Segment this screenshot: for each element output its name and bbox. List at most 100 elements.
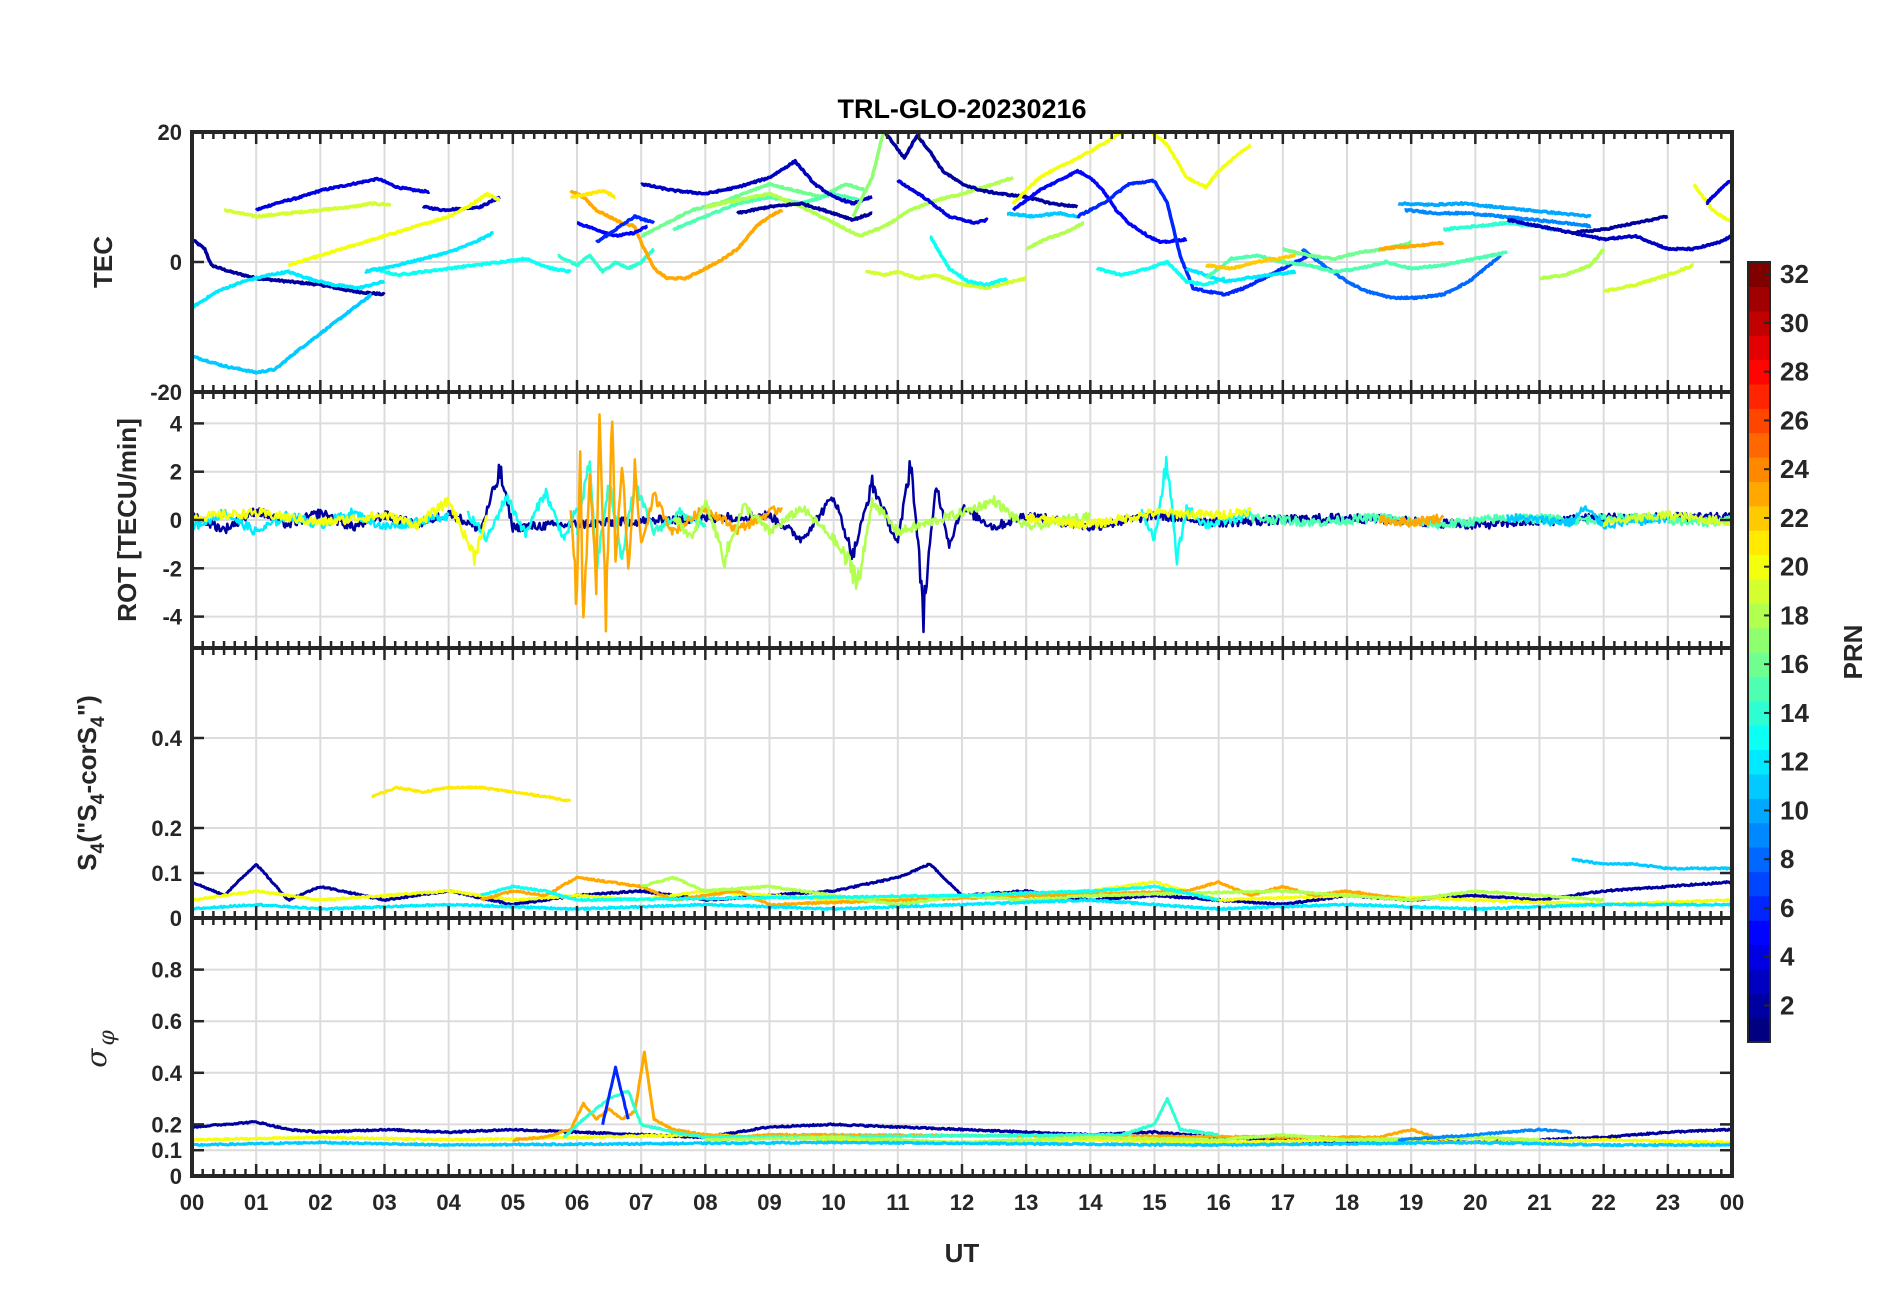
series-line-prn-23	[480, 875, 1445, 907]
colorbar-segment	[1748, 920, 1770, 946]
y-axis-label: TEC	[88, 236, 118, 288]
colorbar-segment	[1748, 578, 1770, 604]
series-line-prn-23	[1378, 513, 1445, 528]
series-line-prn-21	[569, 189, 617, 199]
x-tick-labels: 00 01 02 03 04 05 06 07 08 09 10 11 12 13 14 15 16 17 18 19…	[180, 1190, 1744, 1215]
x-tick-label: 22	[1591, 1190, 1615, 1215]
series-line-prn-22	[1204, 253, 1297, 271]
panel-rot: 4 2 0 -2 -4 ROT [TECU/min]	[112, 390, 1734, 650]
colorbar-segment	[1748, 822, 1770, 848]
series-line-prn-20	[1692, 183, 1732, 225]
series-line-prn-5	[576, 221, 649, 238]
y-tick-label: -20	[150, 380, 182, 405]
colorbar-tick-label: 14	[1780, 698, 1809, 728]
y-tick-label: 0	[170, 1164, 182, 1189]
colorbar-segment	[1748, 457, 1770, 482]
series-line-prn-11	[1506, 505, 1669, 530]
series-line-prn-11	[1006, 211, 1079, 219]
series-line-prn-23	[1378, 240, 1445, 252]
x-tick-label: 00	[1720, 1190, 1744, 1215]
colorbar-segment	[1748, 700, 1770, 726]
x-axis-label: UT	[945, 1238, 980, 1268]
colorbar-frame	[1747, 261, 1771, 1043]
colorbar-segment	[1748, 993, 1770, 1019]
series-line-prn-4	[896, 179, 989, 225]
series-line-prn-11	[192, 1140, 1732, 1148]
series-line-prn-19	[864, 269, 1027, 291]
colorbar-tick-label: 12	[1780, 747, 1809, 777]
series-line-prn-20	[1024, 506, 1252, 530]
colorbar-segment	[1748, 481, 1770, 507]
series-line-prn-2	[192, 237, 386, 297]
colorbar-tick-label: 24	[1780, 454, 1809, 484]
y-tick-label: 0.2	[151, 1112, 182, 1137]
y-tick-label: -4	[162, 605, 182, 630]
x-tick-label: 06	[565, 1190, 589, 1215]
colorbar-segment	[1748, 725, 1770, 751]
x-tick-label: 02	[308, 1190, 332, 1215]
y-tick-label: 0.8	[151, 958, 182, 983]
x-tick-label: 16	[1206, 1190, 1230, 1215]
x-tick-label: 12	[950, 1190, 974, 1215]
x-tick-label: 21	[1527, 1190, 1551, 1215]
series-line-prn-9	[1397, 1127, 1573, 1142]
series-group	[192, 1050, 1732, 1148]
series-line-prn-8	[1300, 247, 1502, 301]
series-line-prn-18	[704, 175, 1015, 238]
colorbar-segment	[1748, 676, 1770, 702]
series-line-prn-14	[557, 247, 655, 274]
series-line-prn-9	[1404, 208, 1592, 229]
colorbar-segment	[1748, 603, 1770, 629]
series-line-prn-12	[1185, 266, 1297, 284]
series-line-prn-15	[1307, 250, 1509, 275]
series-line-prn-2	[736, 201, 873, 222]
series-line-prn-23	[569, 413, 784, 633]
series-line-prn-14	[575, 460, 707, 570]
x-tick-label: 00	[180, 1190, 204, 1215]
series-line-prn-2	[1570, 214, 1669, 235]
colorbar-segment	[1748, 652, 1770, 677]
colorbar-segment	[1748, 944, 1770, 970]
series-line-prn-3	[640, 158, 873, 206]
x-tick-label: 10	[821, 1190, 845, 1215]
colorbar-segment	[1748, 505, 1770, 531]
colorbar-tick-label: 28	[1780, 357, 1809, 387]
colorbar-segment	[1748, 554, 1770, 580]
series-line-prn-11	[1571, 857, 1732, 871]
x-tick-label: 14	[1078, 1190, 1103, 1215]
colorbar-segment	[1748, 359, 1770, 385]
figure-title: TRL-GLO-20230216	[837, 94, 1086, 124]
y-tick-label: 0	[170, 508, 182, 533]
series-line-prn-10	[1397, 200, 1592, 219]
panel-sigma-phi: 0.8 0.6 0.4 0.20.10 σφ 00 01 02 03 04 05 06 07 08 09 10…	[80, 916, 1744, 1215]
colorbar-segment	[1748, 847, 1770, 872]
colorbar-label: PRN	[1838, 625, 1868, 680]
colorbar-segment	[1748, 262, 1770, 287]
y-tick-label: 2	[170, 460, 182, 485]
series-line-prn-6	[601, 1065, 630, 1125]
colorbar-tick-label: 6	[1780, 893, 1794, 923]
x-tick-label: 08	[693, 1190, 717, 1215]
colorbar-tick-label: 10	[1780, 795, 1809, 825]
colorbar-segment	[1748, 895, 1770, 921]
series-line-prn-19	[1602, 510, 1732, 528]
x-tick-label: 23	[1656, 1190, 1680, 1215]
series-line-prn-18	[1538, 248, 1606, 281]
colorbar-tick-label: 32	[1780, 259, 1809, 289]
colorbar-segment	[1748, 530, 1770, 556]
colorbar-segment	[1748, 286, 1770, 312]
colorbar-tick-label: 2	[1780, 990, 1794, 1020]
y-tick-label: -2	[162, 556, 182, 581]
series-line-prn-2	[192, 460, 1732, 634]
series-line-prn-2	[883, 132, 1079, 209]
x-tick-label: 03	[372, 1190, 396, 1215]
x-tick-label: 11	[886, 1190, 909, 1215]
y-axis-label: σφ	[80, 1030, 120, 1068]
colorbar-tick-label: 30	[1780, 308, 1809, 338]
colorbar-tick-label: 22	[1780, 503, 1809, 533]
colorbar-segment	[1748, 383, 1770, 409]
y-tick-label: 0.6	[151, 1009, 182, 1034]
